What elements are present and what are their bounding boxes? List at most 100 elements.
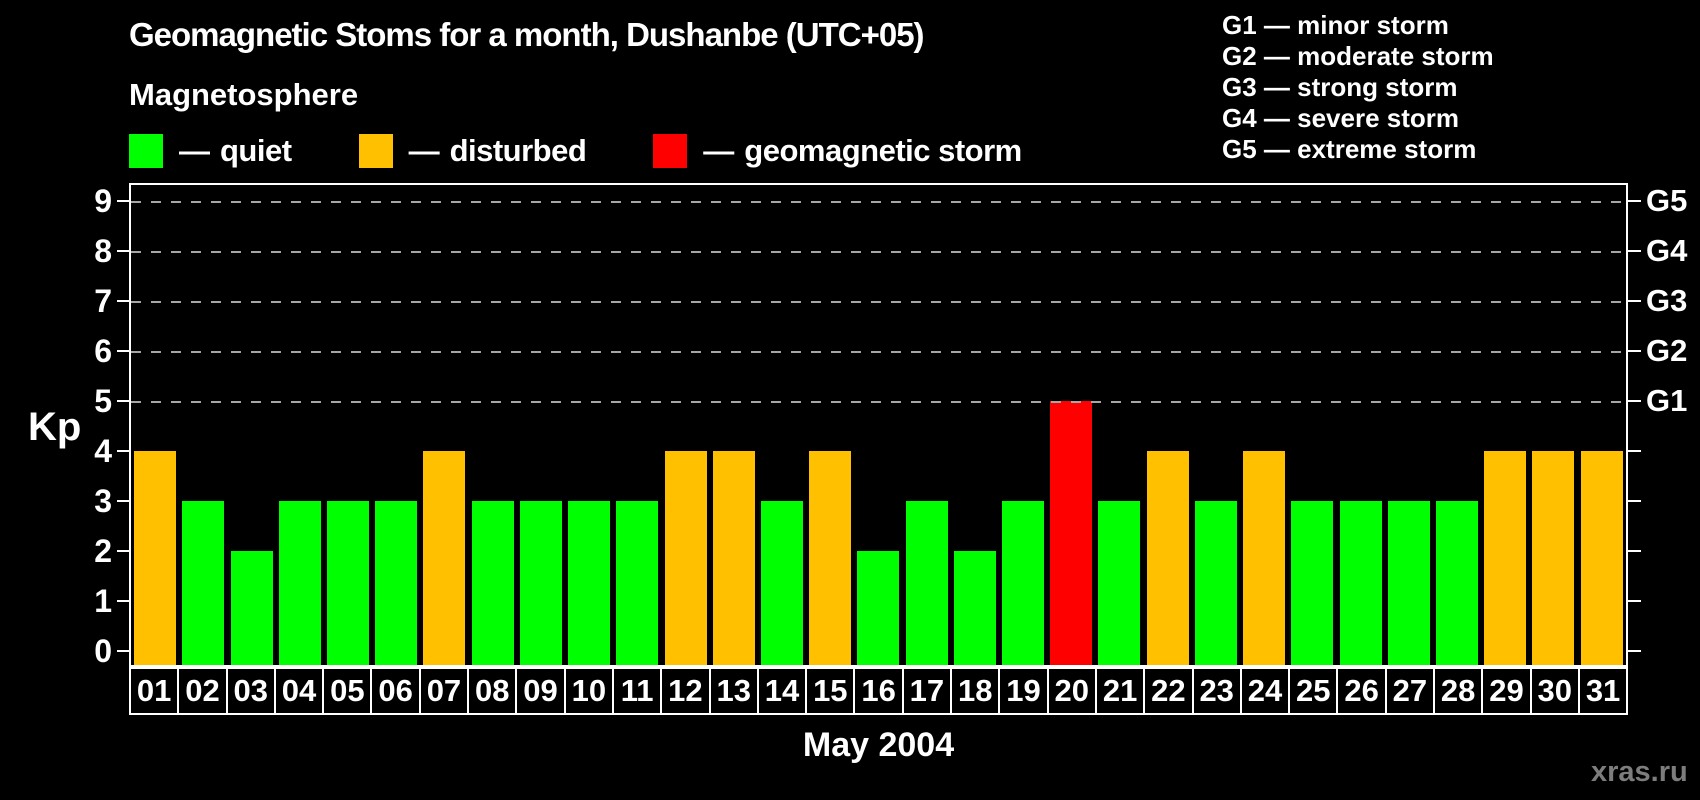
- legend-group-title: Magnetosphere: [129, 77, 359, 112]
- day-label-25: 25: [1288, 667, 1339, 715]
- day-label-15: 15: [805, 667, 856, 715]
- day-label-26: 26: [1336, 667, 1387, 715]
- left-tick-kp-9: [117, 200, 129, 202]
- kp-axis-label-5: 5: [94, 383, 112, 419]
- right-tick-kp-4: [1628, 450, 1641, 452]
- bar-day-11: [616, 501, 659, 665]
- bar-day-31: [1580, 451, 1623, 665]
- bar-cell-12: [661, 185, 709, 665]
- right-tick-kp-6: [1628, 350, 1641, 352]
- legend-label-storm: geomagnetic storm: [744, 133, 1022, 168]
- left-tick-kp-0: [117, 650, 129, 652]
- legend-item-quiet: — quiet: [129, 133, 292, 169]
- page-title: Geomagnetic Stoms for a month, Dushanbe …: [129, 16, 925, 53]
- kp-axis-label-6: 6: [94, 333, 112, 369]
- legend-dash: —: [703, 133, 735, 168]
- day-label-23: 23: [1191, 667, 1242, 715]
- day-label-19: 19: [998, 667, 1049, 715]
- bar-day-15: [809, 451, 852, 665]
- bar-day-28: [1436, 501, 1479, 665]
- bar-cell-09: [517, 185, 565, 665]
- gridline-kp-6: [131, 351, 1626, 353]
- left-tick-kp-3: [117, 500, 129, 502]
- gridline-kp-7: [131, 301, 1626, 303]
- bar-day-10: [568, 501, 611, 665]
- g-axis-label-G1: G1: [1646, 383, 1688, 418]
- bar-day-12: [664, 451, 707, 665]
- legend-item-disturbed: — disturbed: [358, 133, 587, 169]
- bar-day-13: [712, 451, 755, 665]
- bar-cell-26: [1336, 185, 1384, 665]
- bar-cell-11: [613, 185, 661, 665]
- y-axis-title: Kp: [28, 405, 82, 449]
- right-tick-kp-9: [1628, 200, 1641, 202]
- g-axis-label-G5: G5: [1646, 183, 1688, 218]
- left-tick-kp-5: [117, 400, 129, 402]
- day-label-06: 06: [370, 667, 421, 715]
- bar-day-01: [134, 451, 177, 665]
- bar-day-25: [1291, 501, 1334, 665]
- day-label-28: 28: [1433, 667, 1484, 715]
- plot-area: [129, 183, 1628, 667]
- left-tick-kp-7: [117, 300, 129, 302]
- legend-swatch-disturbed: [358, 134, 393, 168]
- bars-row: [131, 185, 1626, 665]
- bar-day-29: [1484, 451, 1527, 665]
- bar-cell-31: [1578, 185, 1626, 665]
- bar-cell-22: [1144, 185, 1192, 665]
- g-scale-legend: G1 — minor storm G2 — moderate storm G3 — …: [1222, 10, 1494, 165]
- gridline-kp-5: [131, 401, 1626, 403]
- left-tick-kp-8: [117, 250, 129, 252]
- bar-cell-27: [1385, 185, 1433, 665]
- bar-day-16: [857, 551, 900, 665]
- bar-day-04: [278, 501, 321, 665]
- bar-day-22: [1146, 451, 1189, 665]
- bar-cell-25: [1288, 185, 1336, 665]
- bar-day-18: [953, 551, 996, 665]
- x-axis-title: May 2004: [802, 726, 955, 764]
- kp-axis-label-2: 2: [94, 533, 112, 569]
- bar-cell-20: [1047, 185, 1095, 665]
- bar-day-02: [182, 501, 225, 665]
- kp-axis-label-8: 8: [94, 233, 112, 269]
- g-axis-label-G3: G3: [1646, 283, 1688, 318]
- bar-day-27: [1387, 501, 1430, 665]
- legend-dash: —: [179, 133, 210, 168]
- bar-cell-04: [276, 185, 324, 665]
- right-tick-kp-2: [1628, 550, 1641, 552]
- bar-cell-28: [1433, 185, 1481, 665]
- day-label-07: 07: [418, 667, 470, 715]
- bar-cell-05: [324, 185, 372, 665]
- bar-cell-08: [469, 185, 517, 665]
- g-legend-line-3: G3 — strong storm: [1222, 72, 1458, 102]
- bar-day-08: [471, 501, 514, 665]
- day-label-13: 13: [708, 667, 759, 715]
- g-legend-line-4: G4 — severe storm: [1222, 103, 1460, 133]
- day-label-17: 17: [901, 667, 953, 715]
- left-tick-kp-6: [117, 350, 129, 352]
- bar-cell-01: [131, 185, 179, 665]
- day-label-27: 27: [1384, 667, 1436, 715]
- bar-cell-02: [179, 185, 227, 665]
- day-label-14: 14: [756, 667, 808, 715]
- bar-day-06: [375, 501, 418, 665]
- bar-cell-30: [1529, 185, 1577, 665]
- bar-cell-16: [854, 185, 902, 665]
- kp-axis-label-1: 1: [94, 583, 112, 619]
- day-label-11: 11: [611, 667, 663, 715]
- bar-day-03: [230, 551, 273, 665]
- right-tick-kp-8: [1628, 250, 1641, 252]
- bar-day-09: [519, 501, 562, 665]
- legend-swatch-storm: [653, 134, 688, 168]
- kp-axis-label-7: 7: [94, 283, 112, 319]
- day-label-29: 29: [1481, 667, 1532, 715]
- legend-swatch-quiet: [129, 134, 163, 168]
- legend-label-quiet: quiet: [220, 133, 292, 168]
- bar-day-20: [1050, 401, 1093, 665]
- bar-day-23: [1194, 501, 1237, 665]
- g-legend-line-1: G1 — minor storm: [1222, 10, 1449, 40]
- right-tick-kp-7: [1628, 300, 1641, 302]
- bar-cell-24: [1240, 185, 1288, 665]
- bar-day-30: [1532, 451, 1575, 665]
- bar-cell-29: [1481, 185, 1529, 665]
